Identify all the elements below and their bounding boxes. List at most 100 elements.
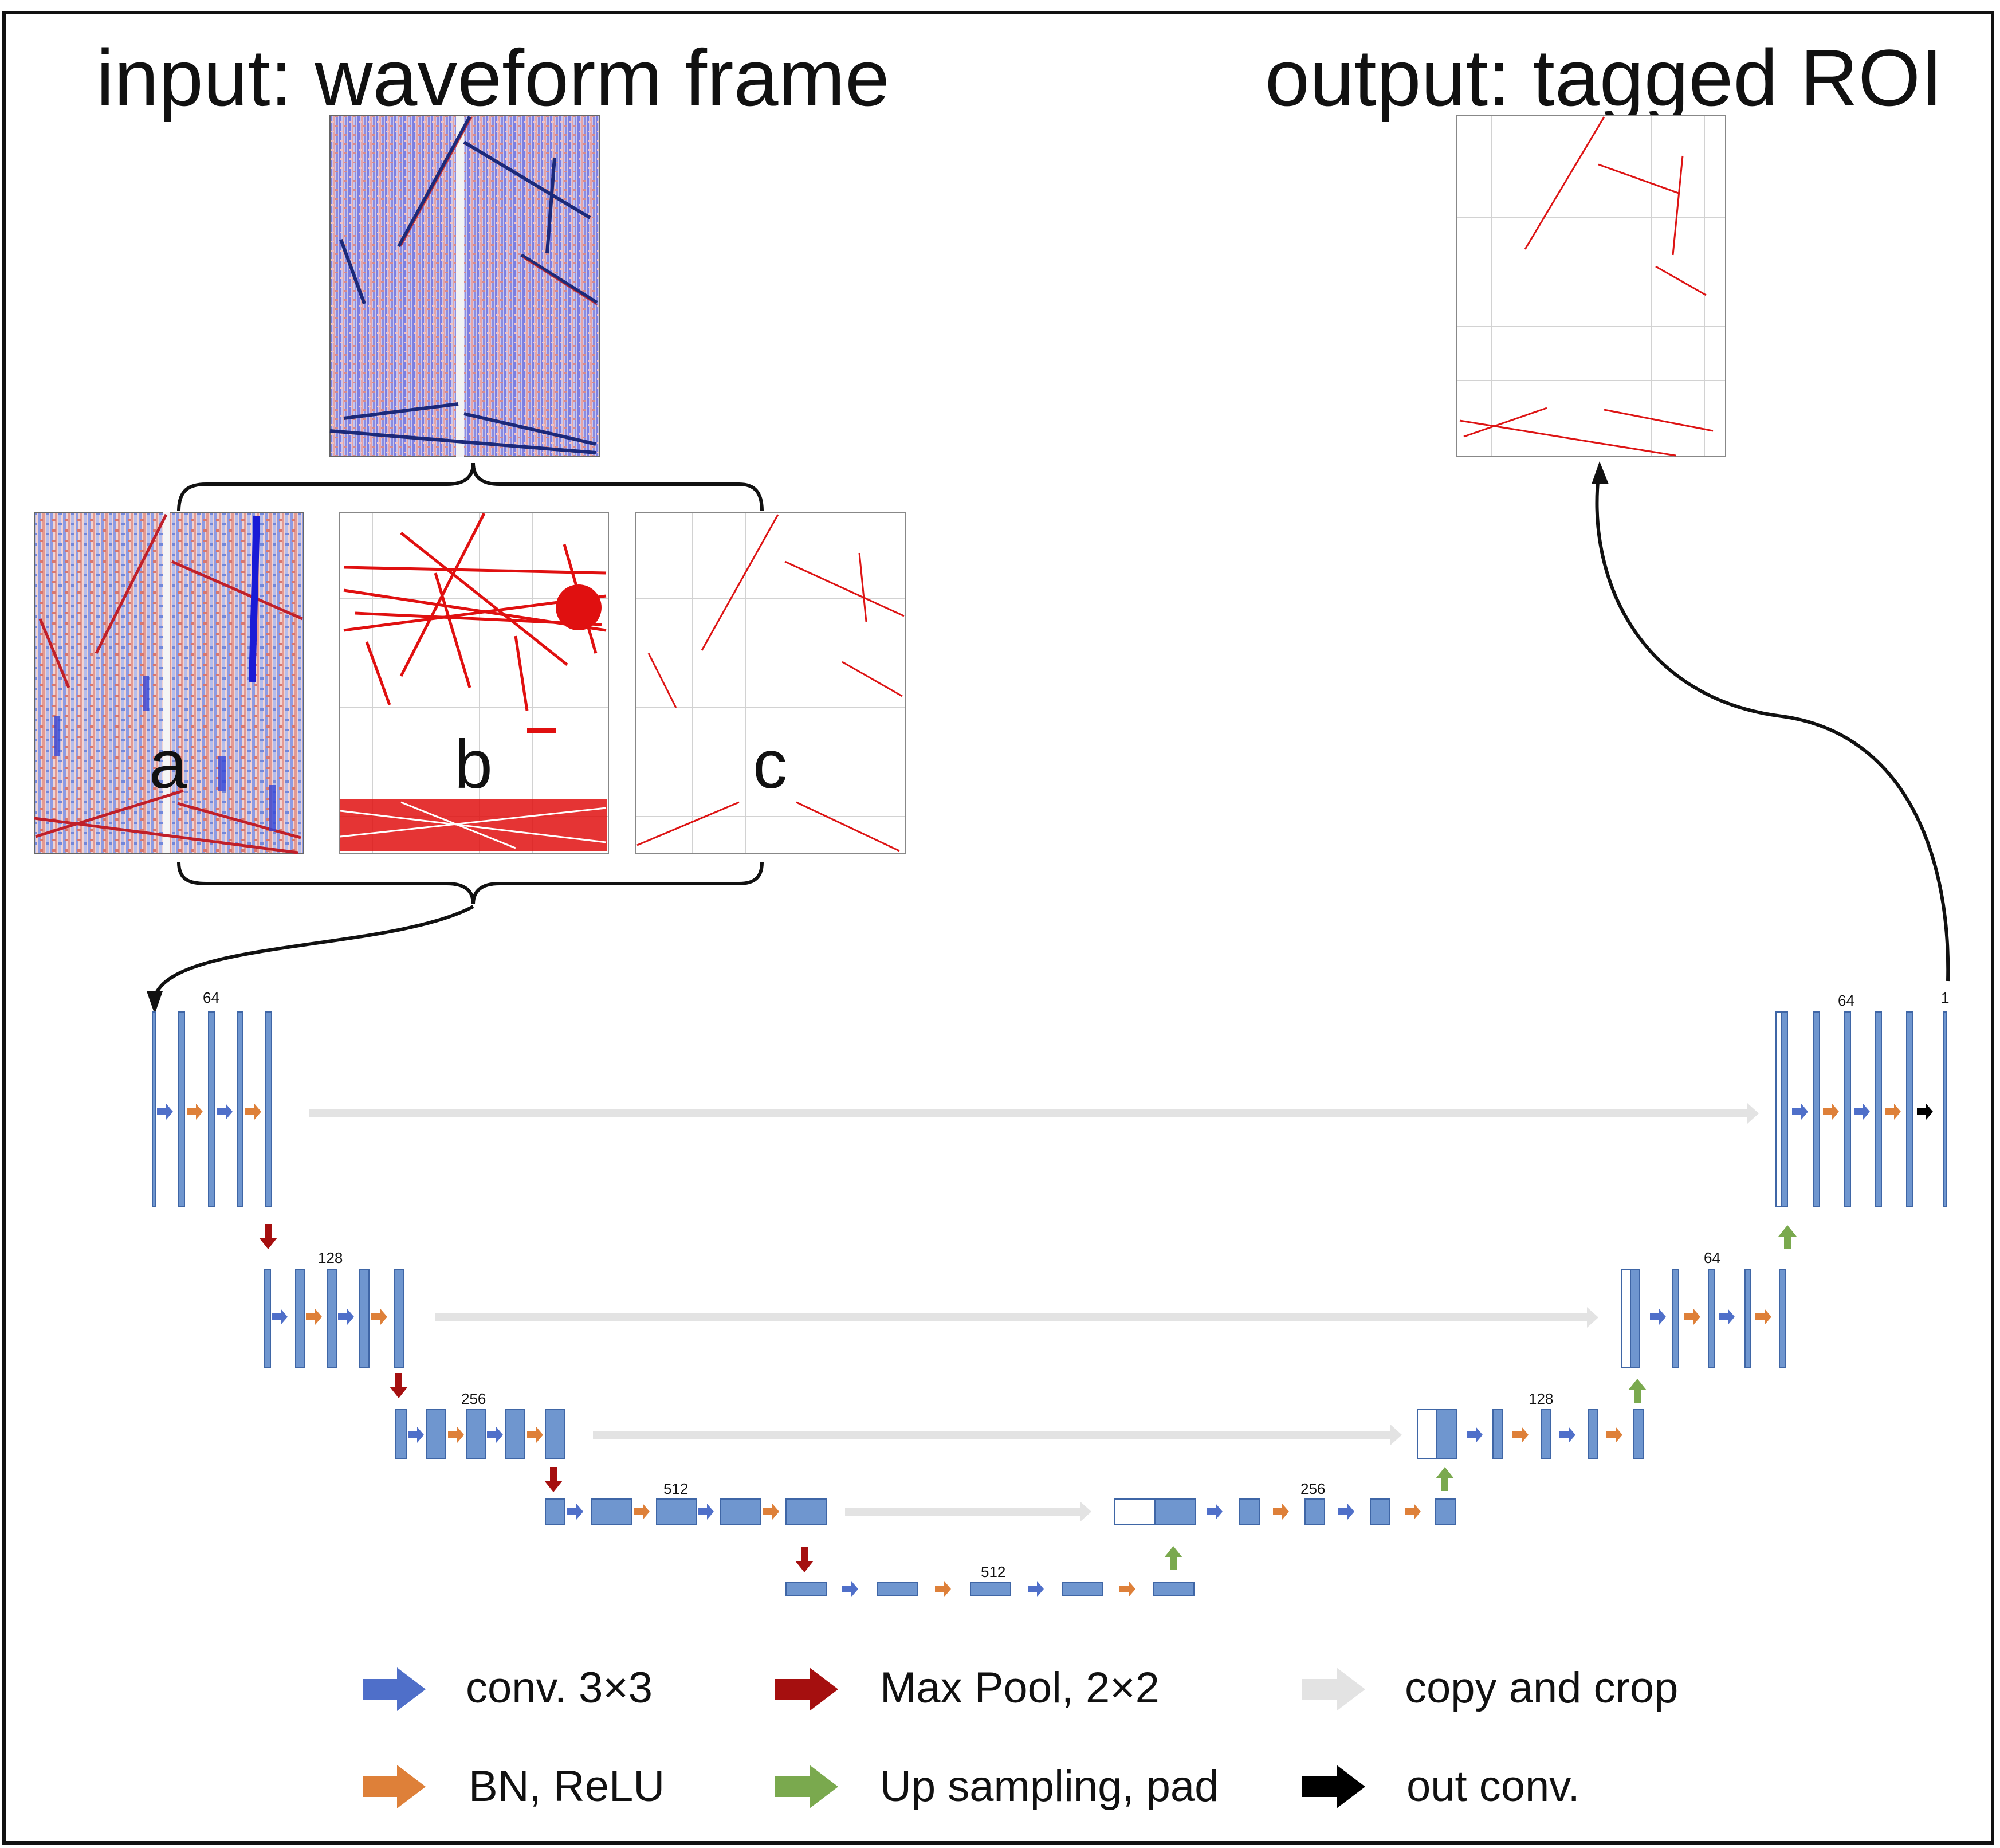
legend-copy-label: copy and crop: [1405, 1663, 1679, 1712]
bottom-brace: [177, 862, 764, 905]
feature-map: [265, 1011, 272, 1207]
legend-pool-icon: [775, 1667, 838, 1711]
feature-map: [1744, 1269, 1751, 1368]
input-title: input: waveform frame: [96, 33, 890, 123]
channel-label-dec2: 64: [1704, 1249, 1720, 1266]
feature-map: [208, 1011, 215, 1207]
feature-map: [505, 1409, 525, 1459]
encoder-level-4: [545, 1498, 827, 1525]
feature-map: [785, 1498, 827, 1525]
channel-label-enc3: 256: [461, 1390, 486, 1407]
feature-map: [394, 1269, 404, 1368]
copied-feature-map: [1417, 1409, 1437, 1459]
feature-map: [1633, 1409, 1644, 1459]
channel-label-enc4: 512: [663, 1480, 689, 1497]
output-arrowhead: [1592, 461, 1609, 484]
feature-map: [591, 1498, 632, 1525]
copied-feature-map: [1775, 1011, 1782, 1207]
legend-up-label: Up sampling, pad: [880, 1762, 1219, 1811]
legend-bn-label: BN, ReLU: [469, 1762, 665, 1811]
feature-map: [1436, 1409, 1457, 1459]
copy-arrow-level-4: [845, 1508, 1080, 1516]
encoder-level-1: [152, 1011, 272, 1207]
feature-map: [1813, 1011, 1820, 1207]
feature-map: [1370, 1498, 1390, 1525]
feature-map: [656, 1498, 697, 1525]
feature-map: [1239, 1498, 1260, 1525]
decoder-level-3: [1417, 1409, 1644, 1459]
panel-a-image: [34, 512, 304, 854]
feature-map: [1435, 1498, 1456, 1525]
legend-up-icon: [775, 1765, 838, 1808]
legend-bn-icon: [363, 1765, 426, 1808]
feature-map: [1906, 1011, 1913, 1207]
channel-label-out: 1: [1941, 989, 1950, 1006]
feature-map: [545, 1409, 565, 1459]
panel-c-label: c: [753, 726, 787, 803]
feature-map: [327, 1269, 337, 1368]
channel-label-dec1: 64: [1838, 992, 1854, 1009]
input-arrowhead: [147, 991, 163, 1014]
feature-map: [466, 1409, 486, 1459]
output-map: [1943, 1011, 1947, 1207]
copy-arrow-level-1: [309, 1109, 1747, 1117]
decoder-level-2: [1621, 1269, 1786, 1368]
feature-map: [1672, 1269, 1679, 1368]
panel-a-label: a: [149, 726, 187, 803]
output-arrow-curve: [1595, 475, 1950, 982]
legend-outconv-icon: [1302, 1765, 1365, 1808]
output-title: output: tagged ROI: [1265, 33, 1943, 123]
feature-map: [426, 1409, 446, 1459]
panel-c-image: [635, 512, 906, 854]
feature-map: [1541, 1409, 1551, 1459]
copy-arrow-level-2: [435, 1313, 1587, 1321]
feature-map: [1062, 1582, 1103, 1596]
feature-map: [1304, 1498, 1325, 1525]
bn-relu-arrows: [187, 1104, 1901, 1597]
channel-label-bottleneck: 512: [981, 1563, 1006, 1580]
feature-map: [1779, 1269, 1786, 1368]
feature-map: [152, 1011, 156, 1207]
legend-conv-label: conv. 3×3: [466, 1663, 653, 1712]
feature-map: [970, 1582, 1011, 1596]
up-sampling-arrows: [1164, 1225, 1797, 1570]
channel-label-dec3: 128: [1529, 1390, 1554, 1407]
feature-map: [545, 1498, 565, 1525]
feature-map: [395, 1409, 407, 1459]
figure-frame: [2, 11, 1994, 1845]
feature-map: [359, 1269, 370, 1368]
feature-map: [1781, 1011, 1788, 1207]
feature-map: [1708, 1269, 1715, 1368]
copy-arrows: [309, 1103, 1759, 1522]
feature-map: [295, 1269, 305, 1368]
channel-label-enc2: 128: [318, 1249, 343, 1266]
feature-map: [1875, 1011, 1882, 1207]
feature-map: [720, 1498, 761, 1525]
legend-pool-label: Max Pool, 2×2: [880, 1663, 1160, 1712]
copied-feature-map: [1114, 1498, 1156, 1525]
feature-map: [785, 1582, 827, 1596]
feature-map: [1153, 1582, 1195, 1596]
conv-arrows: [157, 1104, 1870, 1597]
feature-map: [1630, 1269, 1640, 1368]
legend-conv-icon: [363, 1667, 426, 1711]
panel-b-image: [339, 512, 609, 854]
feature-map: [1492, 1409, 1503, 1459]
encoder-level-3: [395, 1409, 565, 1459]
input-arrow-curve: [153, 905, 474, 998]
feature-map: [877, 1582, 918, 1596]
legend-outconv-label: out conv.: [1406, 1762, 1580, 1811]
bottleneck: [785, 1582, 1195, 1596]
encoder-level-2: [264, 1269, 404, 1368]
feature-map: [1844, 1011, 1851, 1207]
out-conv-arrow: [1917, 1104, 1933, 1120]
panel-b-label: b: [454, 726, 493, 803]
channel-label-enc1: 64: [203, 989, 219, 1006]
feature-map: [178, 1011, 185, 1207]
feature-map: [1154, 1498, 1196, 1525]
top-brace: [177, 462, 764, 512]
channel-label-dec4: 256: [1300, 1480, 1326, 1497]
input-waveform-image: [329, 115, 600, 457]
copy-arrow-level-3: [593, 1431, 1390, 1439]
